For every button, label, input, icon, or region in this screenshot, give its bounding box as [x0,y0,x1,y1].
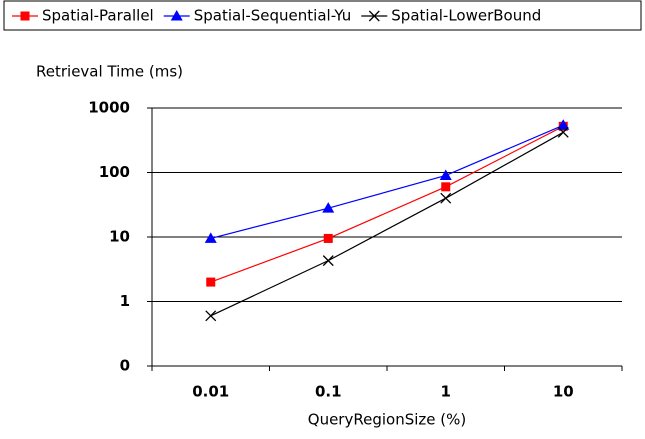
x-tick-label: 0.01 [192,383,229,401]
legend-box [3,0,642,31]
series-line [210,125,564,283]
legend-marker [170,10,183,21]
x-tick-label: 1 [441,383,451,401]
data-point [439,169,452,180]
x-tick-label: 0.1 [315,383,342,401]
y-tick-label: 1 [120,292,130,310]
legend-marker [20,11,30,21]
x-axis-title: QueryRegionSize (%) [308,411,466,429]
y-axis-title: Retrieval Time (ms) [36,63,183,81]
legend-label: Spatial-LowerBound [391,7,541,25]
data-point [557,119,570,130]
series-line [210,124,564,240]
data-point [204,232,217,243]
data-point [557,126,569,138]
data-point [440,192,452,204]
y-tick-label: 100 [99,163,130,181]
legend-label: Spatial-Sequential-Yu [194,7,352,25]
y-tick-label: 10 [109,228,130,246]
x-tick-label: 10 [553,383,574,401]
data-point [206,277,216,287]
y-tick-label: 1000 [88,99,130,117]
data-point [205,310,217,322]
data-point [441,182,451,192]
series-line [210,131,564,317]
data-point [322,202,335,213]
data-point [323,233,333,243]
data-point [322,255,334,267]
legend-marker [368,10,380,22]
legend-label: Spatial-Parallel [42,7,154,25]
y-tick-label: 0 [120,357,130,375]
